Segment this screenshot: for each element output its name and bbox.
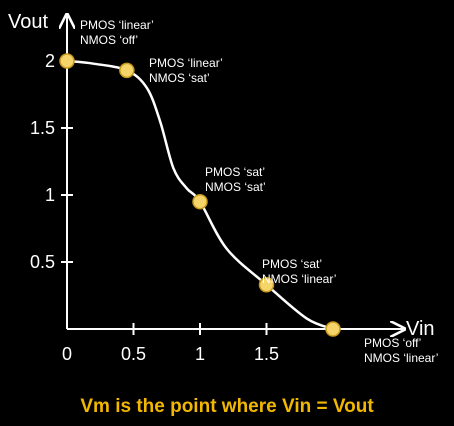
point-label-nmos: NMOS ‘sat’ xyxy=(149,71,210,85)
point-label-nmos: NMOS ‘linear’ xyxy=(262,272,336,286)
point-label-nmos: NMOS ‘off’ xyxy=(80,33,138,47)
x-tick-label: 0 xyxy=(62,344,72,364)
point-label-pmos: PMOS ‘sat’ xyxy=(262,257,322,271)
operating-point xyxy=(325,321,341,337)
operating-point xyxy=(119,62,135,79)
point-label-nmos: NMOS ‘linear’ xyxy=(364,351,438,365)
vtc-plot: Vout Vin 0 0.5 1 1.50.511.52 PMOS ‘linear’N… xyxy=(8,11,438,365)
caption: Vm is the point where Vin = Vout xyxy=(80,396,374,417)
point-label-pmos: PMOS ‘off’ xyxy=(364,336,421,350)
point-label-pmos: PMOS ‘linear’ xyxy=(149,56,223,70)
operating-point xyxy=(192,193,208,210)
y-tick-label: 1 xyxy=(45,185,55,205)
y-tick-label: 0.5 xyxy=(30,252,55,272)
x-tick-label: 1.5 xyxy=(254,344,279,364)
y-tick-label: 1.5 xyxy=(30,118,55,138)
x-tick-label: 1 xyxy=(195,344,205,364)
x-axis-title: Vin xyxy=(406,318,435,340)
point-label-pmos: PMOS ‘sat’ xyxy=(205,165,265,179)
point-label-nmos: NMOS ‘sat’ xyxy=(205,180,266,194)
operating-point xyxy=(258,277,275,293)
x-tick-label: 0.5 xyxy=(121,344,146,364)
y-tick-label: 2 xyxy=(45,51,55,71)
operating-point xyxy=(59,53,75,69)
point-label-pmos: PMOS ‘linear’ xyxy=(80,18,154,32)
y-axis-title: Vout xyxy=(8,11,48,33)
